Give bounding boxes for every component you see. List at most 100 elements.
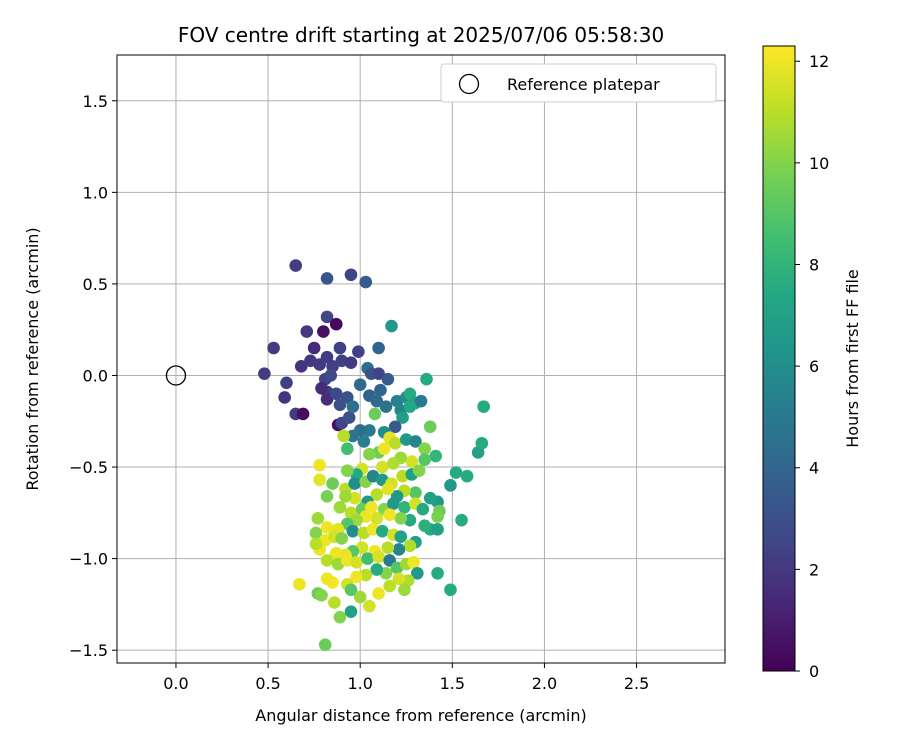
legend-reference-marker [458,73,480,95]
data-point [309,526,323,540]
data-point [329,387,343,401]
data-point [370,488,384,501]
colorbar-tick-label: 4 [809,459,819,478]
y-tick-label: 1.0 [83,183,108,202]
data-point [258,367,271,380]
x-tick-label: 1.0 [347,674,372,693]
x-axis-label: Angular distance from reference (arcmin) [255,706,586,725]
data-point [357,435,371,448]
y-axis-label: Rotation from reference (arcmin) [23,227,42,490]
colorbar-tick-label: 8 [809,255,819,274]
data-point [363,599,376,613]
data-point [267,341,280,355]
data-point [333,610,347,624]
data-point [346,524,360,538]
data-point [350,555,363,569]
data-point [346,429,360,443]
data-point [418,519,431,532]
data-point [313,473,326,487]
data-point [346,400,360,413]
data-point [363,424,376,437]
data-point [339,490,352,503]
data-point [315,382,328,395]
data-point [344,356,358,369]
data-point [412,464,426,478]
axes: 0.0 0.5 1.0 1.5 2.0 2.5 −1.5 −1.0 −0.5 0.0 0.5 1.0 1… [69,54,726,693]
chart-title: FOV centre drift starting at 2025/07/06 … [178,23,664,47]
data-point [293,577,306,591]
data-point [341,391,354,404]
data-point [370,394,384,408]
colorbar-ticks: 0 2 4 6 8 10 12 [795,52,829,681]
data-point [350,570,363,584]
data-point [394,530,408,543]
y-tick-label: −1.0 [69,550,108,569]
data-point [423,491,437,505]
colorbar-tick-label: 12 [809,52,829,71]
data-point [403,539,417,553]
data-point [317,325,330,338]
data-point [376,460,389,474]
data-point [313,458,326,472]
data-point [388,436,402,450]
data-point [372,367,385,380]
data-point [418,453,431,467]
reference-platepar-marker [165,365,187,386]
data-point [324,369,338,382]
data-point [333,341,347,355]
data-point [444,583,457,597]
colorbar: 0 2 4 6 8 10 12 Hours from first FF file [762,45,862,681]
data-point [420,372,433,386]
colorbar-label: Hours from first FF file [843,269,862,448]
data-point [409,486,422,499]
data-point [387,457,400,470]
data-point [320,572,334,586]
data-point [423,420,437,434]
data-point [337,429,350,443]
colorbar-gradient [763,46,795,671]
data-point [460,469,474,483]
data-point [318,638,332,651]
data-point [320,490,334,503]
data-point [398,583,411,597]
y-tick-label: 0.0 [83,366,108,385]
data-point [326,477,339,490]
data-point [307,341,321,355]
colorbar-tick-label: 10 [809,154,829,173]
data-point [363,447,376,461]
data-point [403,400,417,413]
data-point [392,543,406,556]
x-tick-label: 1.5 [440,674,465,693]
data-point [311,512,325,525]
data-point [341,442,354,456]
data-point [383,508,396,521]
data-point [320,392,334,406]
data-point [370,563,384,576]
data-point [359,275,373,289]
data-point [353,378,367,391]
y-tick-label: −1.5 [69,641,108,660]
data-point [372,587,385,600]
x-tick-label: 0.0 [163,674,188,693]
legend-box [440,63,717,103]
data-points [165,259,490,651]
data-point [300,325,314,338]
data-point [328,596,341,609]
data-point [344,268,358,282]
data-point [296,407,310,421]
data-point [352,345,365,358]
data-point [388,420,402,434]
data-point [344,583,358,597]
data-point [407,555,420,569]
data-point [348,477,361,490]
data-point [394,512,408,525]
data-point [431,510,444,523]
data-point [381,482,395,496]
y-tick-label: 1.5 [83,92,108,111]
data-point [398,501,411,514]
data-point [444,479,457,492]
data-point [329,317,343,331]
x-tick-label: 0.5 [255,674,280,693]
